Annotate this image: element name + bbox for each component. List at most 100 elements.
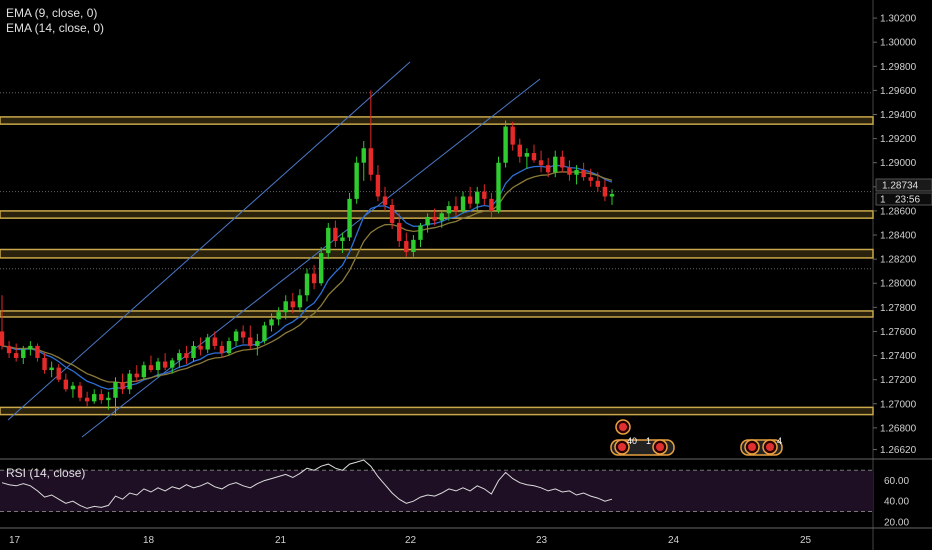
candle-body	[588, 177, 593, 181]
candle-body	[567, 167, 572, 175]
trendline-upper	[7, 61, 411, 421]
candle-body	[524, 153, 530, 157]
candle-body	[155, 361, 161, 371]
time-label: 24	[668, 535, 680, 546]
candle-body	[92, 394, 97, 402]
price-tick-label: 1.28400	[880, 231, 917, 242]
candle-body	[397, 222, 402, 242]
price-tick-label: 1.27800	[880, 303, 917, 314]
candle-body	[248, 337, 253, 346]
candle-body	[28, 345, 33, 350]
candle-body	[553, 156, 558, 173]
candle-body	[531, 153, 537, 161]
candle-body	[70, 385, 76, 390]
time-axis: 17 18 21 22 23 24 25	[9, 535, 812, 546]
event-badge-us3-flag	[766, 443, 774, 451]
candle-body	[0, 331, 5, 346]
candle-body	[545, 165, 551, 173]
candle-body	[375, 174, 381, 197]
candle-body	[42, 357, 47, 371]
candle-body	[411, 239, 416, 252]
price-tick-label: 1.28000	[880, 279, 917, 290]
event-badge-us1-flag	[618, 443, 626, 451]
candle-body	[503, 126, 508, 163]
zone	[0, 248, 874, 259]
candle-body	[418, 225, 423, 240]
event-count: 40	[627, 436, 637, 446]
rsi-band	[0, 470, 873, 512]
candle-body	[13, 353, 19, 358]
candle-body	[489, 198, 494, 211]
price-tick-label: 1.26800	[880, 423, 917, 434]
current-price: 1.28734	[882, 181, 919, 192]
candle-body	[439, 213, 444, 221]
candle-body	[297, 295, 303, 308]
price-tick-label: 1.28600	[880, 206, 917, 217]
candle-body	[184, 353, 189, 358]
candle-body	[63, 379, 69, 390]
price-tick-label: 1.29200	[880, 134, 917, 145]
price-tick-label: 1.29400	[880, 110, 917, 121]
price-tick-label: 1.29000	[880, 158, 917, 169]
price-tick-label: 1.30000	[880, 38, 917, 49]
candle-body	[368, 148, 374, 175]
candle-body	[389, 204, 395, 223]
candle-body	[21, 349, 26, 358]
candle-body	[120, 382, 125, 390]
candle-body	[333, 227, 338, 242]
candle-body	[432, 216, 437, 221]
price-prefix: 1	[880, 195, 886, 206]
candle-body	[198, 345, 203, 350]
event-badge-us2-flag	[656, 443, 664, 451]
candle-body	[304, 273, 310, 296]
rsi-legend[interactable]: RSI (14, close)	[6, 466, 86, 480]
candle-body	[219, 345, 225, 354]
rsi-pane: 60.00 40.00 20.00	[0, 459, 909, 528]
price-tick-label: 1.27200	[880, 375, 917, 386]
time-label: 22	[405, 535, 417, 546]
event-count: 1	[646, 436, 651, 446]
time-label: 17	[9, 535, 21, 546]
candle-body	[347, 198, 352, 238]
ema14-line	[1, 171, 613, 384]
zone	[0, 310, 874, 318]
price-tick-label: 1.29800	[880, 62, 917, 73]
current-price-tag: 1.28734 1 23:56	[875, 178, 932, 206]
candle-body	[482, 191, 487, 199]
candle-body	[496, 162, 501, 211]
zone	[0, 406, 874, 416]
candle-body	[269, 319, 274, 326]
candle-body	[191, 345, 196, 358]
candle-body	[609, 194, 615, 197]
candle-body	[141, 365, 147, 378]
event-count: 4	[777, 436, 782, 446]
candle-body	[446, 206, 452, 214]
candle-body	[602, 186, 608, 197]
candle-body	[177, 353, 182, 361]
candle-body	[127, 373, 132, 390]
candle-body	[354, 162, 359, 199]
trendline-lower	[81, 78, 541, 438]
candle-body	[262, 325, 267, 342]
ema9-legend[interactable]: EMA (9, close, 0)	[6, 6, 98, 20]
time-label: 25	[800, 535, 812, 546]
ema14-legend[interactable]: EMA (14, close, 0)	[6, 21, 105, 35]
candle-body	[361, 148, 366, 163]
candle-body	[56, 367, 61, 380]
candle-body	[517, 144, 522, 157]
candle-body	[538, 160, 544, 166]
event-badge-ca-flag	[619, 423, 627, 431]
time-label: 21	[275, 535, 287, 546]
time-label: 18	[143, 535, 155, 546]
support-resistance-zones	[0, 116, 874, 416]
candle-body	[318, 253, 324, 284]
time-label: 23	[536, 535, 548, 546]
candle-body	[212, 337, 217, 346]
candle-body	[453, 206, 459, 211]
candle-body	[460, 196, 466, 211]
candle-body	[205, 337, 210, 350]
ema-lines	[1, 164, 613, 390]
zone	[0, 116, 874, 125]
